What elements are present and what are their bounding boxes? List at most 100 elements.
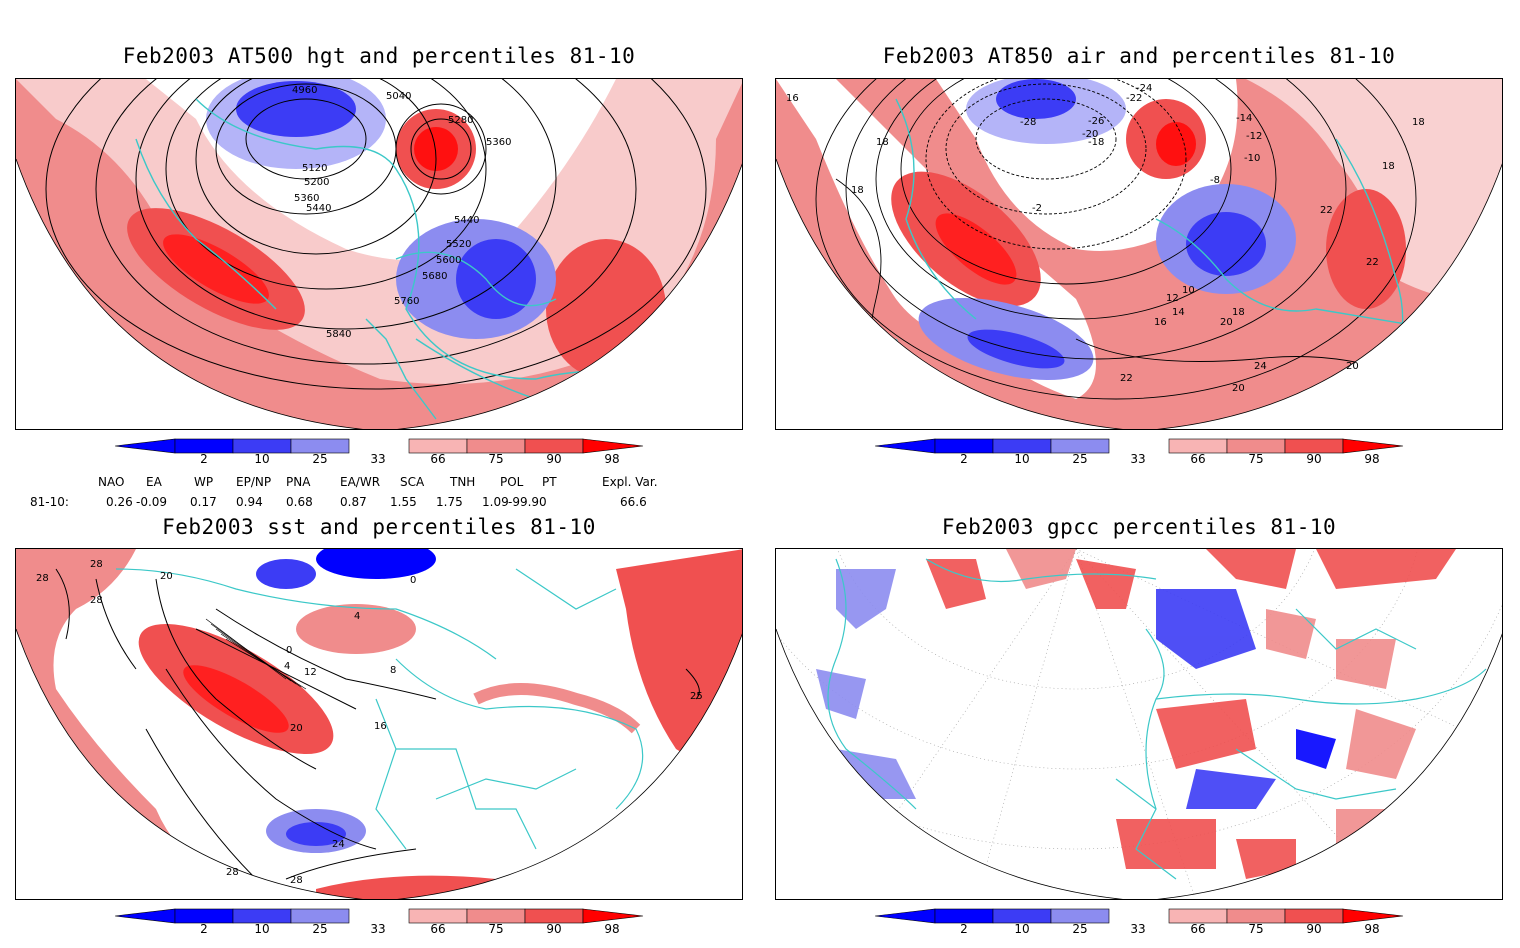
index-value: 1.09 xyxy=(482,495,509,509)
sst-map-svg: 28 28 28 20 0 4 12 16 20 24 28 28 4 8 0 … xyxy=(16,549,742,899)
contour-label: 5360 xyxy=(294,193,319,204)
colorbar-tick-label: 25 xyxy=(312,922,328,936)
colorbar-tick-label: 33 xyxy=(1130,452,1146,466)
contour-label: -28 xyxy=(1020,117,1036,128)
contour-label: 12 xyxy=(1166,293,1179,304)
colorbar-tick-label: 75 xyxy=(1248,452,1264,466)
contour-label: 18 xyxy=(1382,161,1395,172)
index-value: 0.94 xyxy=(236,495,263,509)
contour-label: 0 xyxy=(410,575,416,586)
colorbar-tick-label: 25 xyxy=(312,452,328,466)
contour-label: 18 xyxy=(851,185,864,196)
colorbar-tick-label: 10 xyxy=(254,922,270,936)
colorbar-swatches xyxy=(875,438,1404,454)
index-header: PT xyxy=(542,475,557,489)
colorbar-swatch xyxy=(232,438,292,454)
contour-label: -26 xyxy=(1088,116,1104,127)
colorbar-gpcc: 2 10 25 33 66 75 90 98 xyxy=(875,908,1415,948)
colorbar-arrow-low xyxy=(115,438,176,454)
colorbar-swatch xyxy=(1050,908,1110,924)
contour-label: 5200 xyxy=(304,177,329,188)
colorbar-swatch xyxy=(408,438,468,454)
colorbar-tick-label: 66 xyxy=(1190,922,1206,936)
contour-label: -14 xyxy=(1236,113,1252,124)
colorbar-tick-label: 33 xyxy=(1130,922,1146,936)
colorbar-tick-label: 66 xyxy=(430,922,446,936)
index-value: 1.75 xyxy=(436,495,463,509)
contour-label: 16 xyxy=(1154,317,1167,328)
contour-label: 0 xyxy=(286,645,292,656)
colorbar-tick-label: 75 xyxy=(488,922,504,936)
colorbar-tick-label: 25 xyxy=(1072,452,1088,466)
colorbar-swatch xyxy=(1284,908,1344,924)
colorbar-tick-label: 2 xyxy=(960,922,968,936)
panel-title-gpcc: Feb2003 gpcc percentiles 81-10 xyxy=(941,515,1337,539)
contour-label: 14 xyxy=(1172,307,1185,318)
colorbar-swatch xyxy=(524,438,584,454)
colorbar-tick-label: 25 xyxy=(1072,922,1088,936)
air-map-svg: 16 18 18 18 -28 -24 -22 -26 -20 -18 -14 … xyxy=(776,79,1502,429)
colorbar-tick-label: 66 xyxy=(1190,452,1206,466)
index-value: 66.6 xyxy=(620,495,647,509)
index-header: EA xyxy=(146,475,162,489)
contour-label: 28 xyxy=(90,559,103,570)
contour-label: 28 xyxy=(226,867,239,878)
map-panel-gpcc xyxy=(775,548,1503,900)
contour-label: 5440 xyxy=(306,203,331,214)
colorbar-tick-label: 2 xyxy=(960,452,968,466)
index-header: POL xyxy=(500,475,524,489)
colorbar-tick-label: 66 xyxy=(430,452,446,466)
contour-label: 20 xyxy=(290,723,303,734)
contour-label: -2 xyxy=(1032,203,1042,214)
contour-label: 28 xyxy=(290,875,303,886)
contour-label: 10 xyxy=(1182,285,1195,296)
index-header: EP/NP xyxy=(236,475,272,489)
colorbar-swatch xyxy=(174,438,234,454)
panel-title-hgt: Feb2003 AT500 hgt and percentiles 81-10 xyxy=(122,44,636,68)
index-value: 0.17 xyxy=(190,495,217,509)
colorbar-swatch xyxy=(992,908,1052,924)
colorbar-swatch xyxy=(1168,908,1228,924)
contour-label: 5520 xyxy=(446,239,471,250)
contour-label: 4960 xyxy=(292,85,317,96)
colorbar-swatch xyxy=(934,438,994,454)
contour-label: 5040 xyxy=(386,91,411,102)
contour-label: 28 xyxy=(36,573,49,584)
panel-title-sst: Feb2003 sst and percentiles 81-10 xyxy=(162,515,596,539)
colorbar-swatch xyxy=(1226,908,1286,924)
index-header: Expl. Var. xyxy=(602,475,658,489)
colorbar-tick-label: 10 xyxy=(1014,452,1030,466)
contour-label: 22 xyxy=(1320,205,1333,216)
colorbar-arrow-high xyxy=(1342,908,1404,924)
colorbar-hgt: 2 10 25 33 66 75 90 98 xyxy=(115,438,655,478)
colorbar-swatch xyxy=(466,438,526,454)
contour-label: 5600 xyxy=(436,255,461,266)
contour-label: 4 xyxy=(354,611,360,622)
colorbar-swatch xyxy=(1284,438,1344,454)
contour-label: 25 xyxy=(690,691,703,702)
colorbar-arrow-high xyxy=(582,908,644,924)
contour-label: 20 xyxy=(1232,383,1245,394)
contour-label: 24 xyxy=(1254,361,1267,372)
contour-label: 20 xyxy=(1220,317,1233,328)
contour-label: 18 xyxy=(1412,117,1425,128)
colorbar-swatch xyxy=(1226,438,1286,454)
index-value: 0.26 xyxy=(106,495,133,509)
colorbar-arrow-low xyxy=(875,438,936,454)
colorbar-swatch xyxy=(524,908,584,924)
contour-label: 20 xyxy=(160,571,173,582)
map-panel-hgt: 4960 5040 5120 5200 5280 5360 5440 5520 … xyxy=(15,78,743,430)
colorbar-arrow-low xyxy=(115,908,176,924)
colorbar-swatch xyxy=(992,438,1052,454)
contour-label: 5680 xyxy=(422,271,447,282)
contour-label: 12 xyxy=(304,667,317,678)
contour-label: -24 xyxy=(1136,83,1152,94)
contour-label: 28 xyxy=(90,595,103,606)
map-panel-sst: 28 28 28 20 0 4 12 16 20 24 28 28 4 8 0 … xyxy=(15,548,743,900)
gpcc-map-svg xyxy=(776,549,1502,899)
index-value: -99.90 xyxy=(508,495,547,509)
colorbar-arrow-low xyxy=(875,908,936,924)
colorbar-arrow-high xyxy=(1342,438,1404,454)
colorbar-tick-label: 75 xyxy=(1248,922,1264,936)
hgt-map-svg: 4960 5040 5120 5200 5280 5360 5440 5520 … xyxy=(16,79,742,429)
